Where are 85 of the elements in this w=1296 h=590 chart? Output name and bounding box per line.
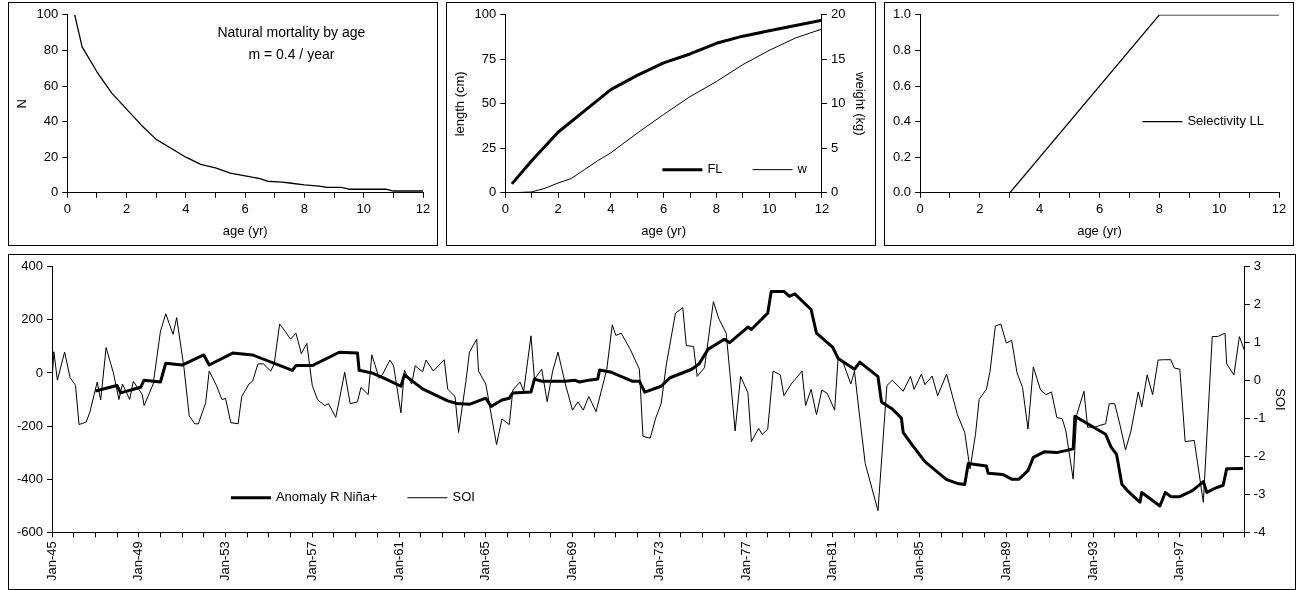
x-tick-label: 6 (241, 201, 249, 217)
y-tick-label: 0 (51, 184, 59, 200)
x-tick-label: Jan-45 (43, 541, 59, 581)
y-tick-label: 0.0 (892, 184, 912, 200)
x-tick-label: 0 (916, 201, 924, 217)
legend-label: FL (707, 161, 723, 177)
x-tick-label: Jan-49 (130, 541, 146, 581)
y-tick-label: 75 (481, 50, 497, 66)
y-tick-label: 0.8 (892, 41, 912, 57)
x-tick-label: 8 (1155, 201, 1163, 217)
y2-axis-title: SOI (1272, 388, 1288, 411)
x-axis-title: age (yr) (222, 222, 268, 238)
y-tick-label: 0.2 (892, 148, 912, 164)
y-tick-label: 0.6 (892, 77, 912, 93)
x-tick-label: Jan-85 (911, 541, 927, 581)
y-tick-label: 100 (474, 6, 497, 22)
y-axis-title: N (14, 99, 30, 109)
x-tick-label: 6 (1095, 201, 1104, 217)
y2-tick-label: 10 (830, 95, 846, 111)
legend-label: w (796, 161, 808, 177)
x-tick-label: Jan-65 (477, 541, 493, 581)
x-tick-label: Jan-53 (217, 541, 233, 581)
x-tick-label: 10 (761, 201, 777, 217)
y-axis-title: length (cm) (452, 71, 468, 137)
x-tick-label: Jan-61 (390, 541, 406, 581)
y2-axis-title: weight (kg) (852, 71, 868, 136)
x-tick-label: Jan-57 (303, 541, 319, 581)
y2-tick-label: -1 (1253, 410, 1266, 426)
y2-tick-label: 0 (1253, 372, 1262, 388)
y-tick-label: 1.0 (892, 6, 912, 22)
y2-tick-label: -4 (1253, 523, 1266, 539)
y-tick-label: 20 (43, 148, 59, 164)
x-tick-label: Jan-93 (1084, 541, 1100, 581)
y-tick-label: -200 (16, 417, 44, 433)
x-tick-label: Jan-77 (737, 541, 753, 581)
y2-tick-label: 1 (1253, 334, 1262, 350)
legend-label: Selectivity LL (1187, 113, 1264, 129)
x-tick-label: 12 (415, 201, 431, 217)
x-axis-title: age (yr) (641, 222, 687, 238)
x-tick-label: 12 (814, 201, 830, 217)
y-tick-label: -400 (16, 470, 44, 486)
x-tick-label: 10 (356, 201, 371, 217)
x-tick-label: 0 (501, 201, 509, 217)
y2-tick-label: 3 (1253, 258, 1262, 274)
x-tick-label: Jan-73 (650, 541, 666, 581)
y2-tick-label: 20 (830, 6, 846, 22)
x-tick-label: 6 (660, 201, 668, 217)
x-tick-label: 2 (976, 201, 984, 217)
x-tick-label: Jan-69 (564, 541, 580, 581)
x-tick-label: Jan-81 (824, 541, 840, 581)
y2-tick-label: 2 (1253, 296, 1262, 312)
legend-label: Anomaly R Niña+ (275, 489, 378, 505)
y-tick-label: 25 (481, 139, 497, 155)
x-tick-label: Jan-97 (1171, 541, 1187, 581)
y-tick-label: 80 (43, 41, 59, 57)
x-tick-label: 10 (1211, 201, 1227, 217)
y-tick-label: 200 (21, 311, 44, 327)
x-tick-label: 2 (122, 201, 131, 217)
y-tick-label: 0 (489, 184, 497, 200)
y-tick-label: 50 (481, 95, 497, 111)
x-tick-label: 8 (300, 201, 309, 217)
y-tick-label: 100 (36, 6, 59, 22)
y2-tick-label: 15 (830, 50, 846, 66)
x-tick-label: 4 (1036, 201, 1044, 217)
x-tick-label: 4 (182, 201, 190, 217)
legend-label: SOI (452, 489, 475, 505)
x-tick-label: 12 (1271, 201, 1287, 217)
annotation: m = 0.4 / year (248, 45, 335, 62)
y2-tick-label: 0 (830, 184, 839, 200)
y-tick-label: 0 (35, 364, 44, 380)
x-tick-label: 0 (63, 201, 71, 217)
y-tick-label: 400 (21, 258, 44, 274)
y-tick-label: 40 (43, 113, 59, 129)
y-tick-label: 60 (43, 77, 59, 93)
x-tick-label: 8 (712, 201, 721, 217)
x-tick-label: 2 (554, 201, 562, 217)
y2-tick-label: -3 (1253, 485, 1266, 501)
y-tick-label: -600 (16, 523, 44, 539)
y2-tick-label: 5 (830, 139, 839, 155)
x-axis-title: age (yr) (1077, 222, 1122, 238)
y-tick-label: 0.4 (892, 113, 912, 129)
y2-tick-label: -2 (1253, 447, 1266, 463)
x-tick-label: Jan-89 (997, 541, 1013, 581)
x-tick-label: 4 (607, 201, 615, 217)
annotation: Natural mortality by age (217, 23, 366, 40)
